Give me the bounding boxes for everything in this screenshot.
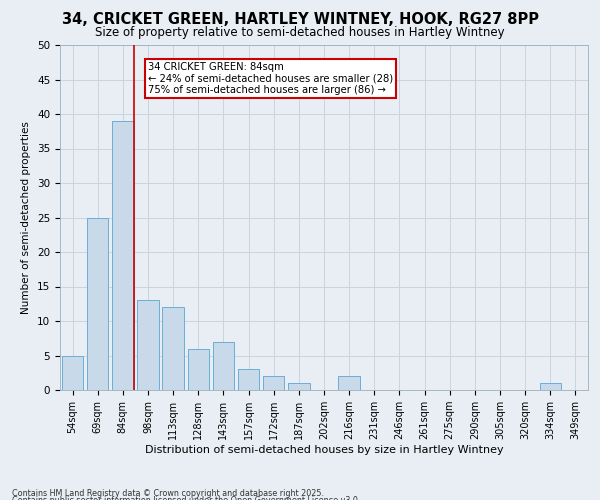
Bar xyxy=(62,356,83,390)
Bar xyxy=(213,342,234,390)
Bar xyxy=(188,348,209,390)
Bar xyxy=(539,383,561,390)
Bar xyxy=(263,376,284,390)
Text: 34 CRICKET GREEN: 84sqm
← 24% of semi-detached houses are smaller (28)
75% of se: 34 CRICKET GREEN: 84sqm ← 24% of semi-de… xyxy=(148,62,393,96)
Text: Size of property relative to semi-detached houses in Hartley Wintney: Size of property relative to semi-detach… xyxy=(95,26,505,39)
Bar xyxy=(112,121,134,390)
Bar xyxy=(163,307,184,390)
Bar xyxy=(338,376,360,390)
Bar xyxy=(137,300,158,390)
X-axis label: Distribution of semi-detached houses by size in Hartley Wintney: Distribution of semi-detached houses by … xyxy=(145,445,503,455)
Text: Contains public sector information licensed under the Open Government Licence v3: Contains public sector information licen… xyxy=(12,496,361,500)
Y-axis label: Number of semi-detached properties: Number of semi-detached properties xyxy=(22,121,31,314)
Bar xyxy=(288,383,310,390)
Text: Contains HM Land Registry data © Crown copyright and database right 2025.: Contains HM Land Registry data © Crown c… xyxy=(12,488,324,498)
Bar xyxy=(238,370,259,390)
Text: 34, CRICKET GREEN, HARTLEY WINTNEY, HOOK, RG27 8PP: 34, CRICKET GREEN, HARTLEY WINTNEY, HOOK… xyxy=(62,12,539,28)
Bar xyxy=(87,218,109,390)
